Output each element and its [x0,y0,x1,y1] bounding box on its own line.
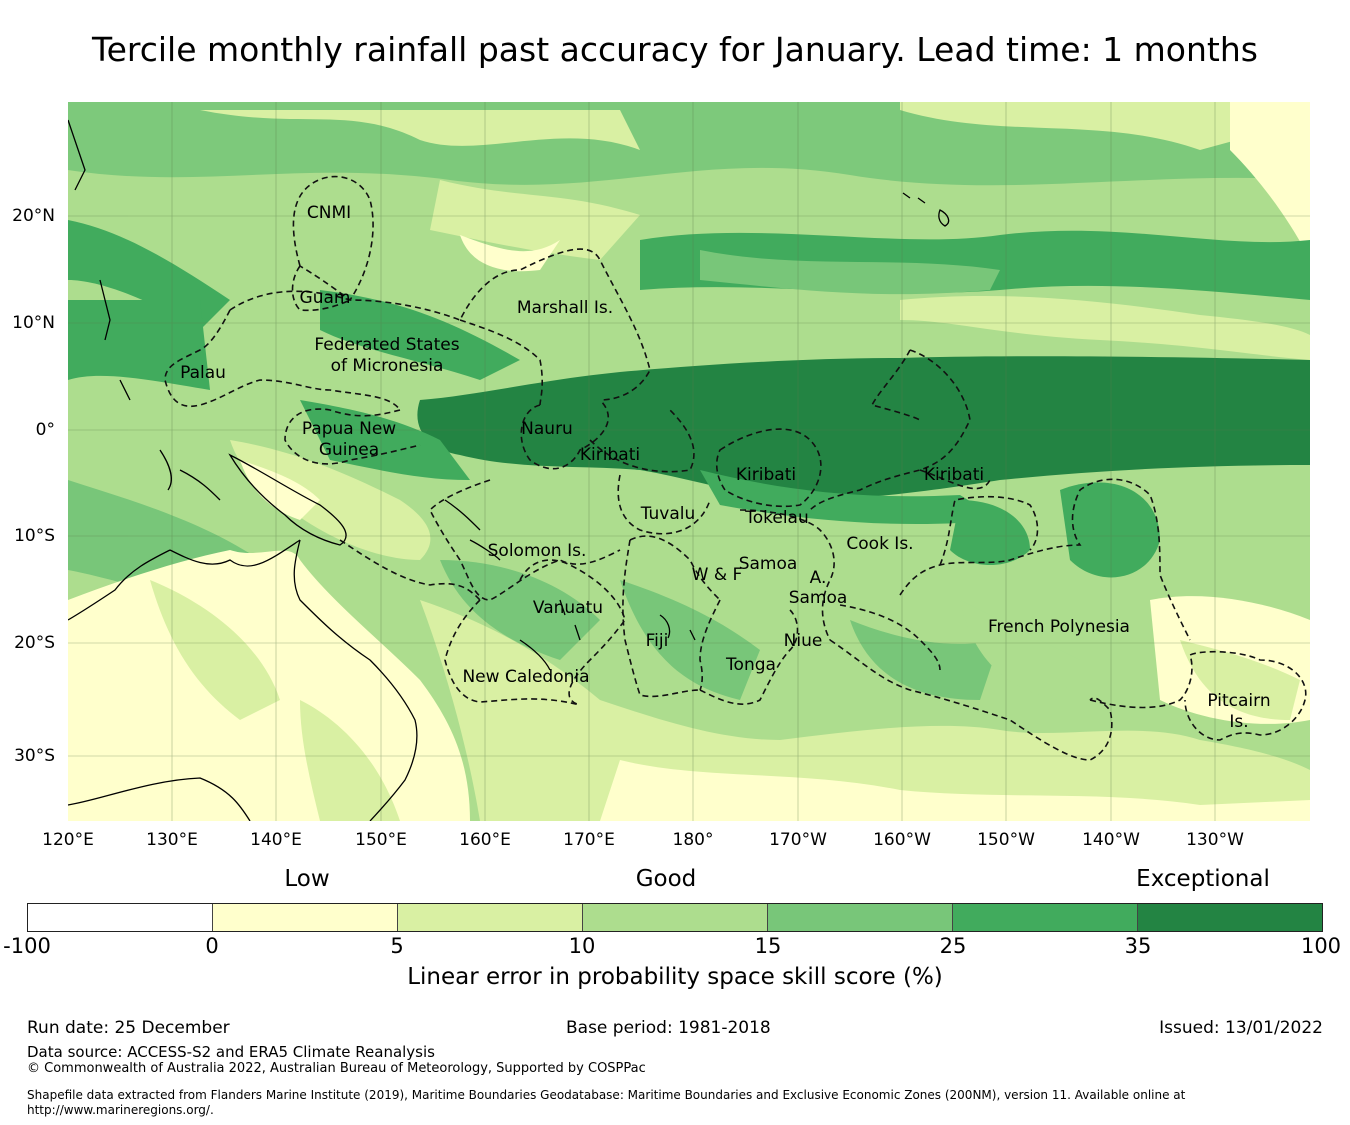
colorbar-tick: 15 [754,934,782,958]
category-exceptional: Exceptional [1136,866,1270,892]
lat-label: 0° [35,420,55,440]
base-period: Base period: 1981-2018 [566,1018,771,1038]
label-vanuatu: Vanuatu [533,598,603,618]
label-fiji: Fiji [646,631,669,651]
issued-date: Issued: 13/01/2022 [1159,1018,1323,1038]
lon-label: 120°E [42,830,94,850]
lon-label: 130°W [1186,830,1244,850]
lon-label: 130°E [146,830,198,850]
label-png-line1: Papua New [302,419,396,439]
copyright: © Commonwealth of Australia 2022, Austra… [27,1061,646,1076]
run-date: Run date: 25 December [27,1018,230,1038]
label-png-line2: Guinea [319,440,379,460]
graticule [68,102,1310,821]
colorbar-tick: 10 [568,934,596,958]
label-tonga: Tonga [725,655,776,675]
label-guam: Guam [300,288,351,308]
skill-field [68,102,1310,821]
label-nauru: Nauru [521,419,573,439]
label-marshall-islands: Marshall Is. [517,298,613,318]
label-fsm-line1: Federated States [314,335,459,355]
region-labels: CNMI Guam Marshall Is. Federated States … [180,203,1271,732]
label-pitcairn-line2: Is. [1229,712,1248,732]
lon-label: 140°W [1082,830,1140,850]
colorbar-segment [768,904,953,931]
lon-label: 170°W [769,830,827,850]
colorbar-tick: 0 [205,934,219,958]
lat-label: 20°S [14,633,55,653]
label-cnmi: CNMI [307,203,351,223]
label-palau: Palau [180,363,226,383]
colorbar-segment [583,904,768,931]
colorbar-segment [213,904,398,931]
map-svg: CNMI Guam Marshall Is. Federated States … [68,102,1310,821]
coastlines [68,119,950,821]
label-tokelau: Tokelau [744,508,809,528]
label-wallis-futuna: W & F [692,565,743,585]
label-tuvalu: Tuvalu [640,504,696,524]
colorbar-tick: -100 [3,934,51,958]
label-niue: Niue [784,631,823,651]
colorbar-segment [1138,904,1322,931]
label-american-samoa-line2: Samoa [789,588,848,608]
lon-label: 170°E [563,830,615,850]
lat-label: 10°N [12,313,55,333]
category-good: Good [635,866,697,892]
lon-label: 160°W [873,830,931,850]
label-fsm-line2: of Micronesia [331,356,444,376]
label-cook-islands: Cook Is. [846,534,913,554]
lon-label: 180° [672,830,714,850]
colorbar-tick: 35 [1124,934,1152,958]
colorbar-segment [398,904,583,931]
label-kiribati-west: Kiribati [580,445,640,465]
label-solomon-islands: Solomon Is. [488,541,587,561]
data-source: Data source: ACCESS-S2 and ERA5 Climate … [27,1043,435,1061]
lon-label: 150°W [977,830,1035,850]
label-pitcairn-line1: Pitcairn [1207,691,1270,711]
lon-label: 160°E [459,830,511,850]
colorbar-segment [28,904,213,931]
colorbar-tick: 25 [939,934,967,958]
label-kiribati-east: Kiribati [924,465,984,485]
label-american-samoa-line1: A. [810,568,827,588]
colorbar-tick: 5 [390,934,404,958]
lat-label: 20°N [12,206,55,226]
label-kiribati-central: Kiribati [736,465,796,485]
label-french-polynesia: French Polynesia [988,617,1130,637]
lon-label: 150°E [355,830,407,850]
label-new-caledonia: New Caledonia [462,667,589,687]
label-samoa: Samoa [739,554,798,574]
lat-label: 30°S [14,746,55,766]
colorbar-tick: 100 [1300,934,1342,958]
colorbar-segment [953,904,1138,931]
skill-map: CNMI Guam Marshall Is. Federated States … [12,102,1310,850]
lat-label: 10°S [14,526,55,546]
chart-title: Tercile monthly rainfall past accuracy f… [92,30,1258,69]
shapefile-note: Shapefile data extracted from Flanders M… [27,1088,1186,1117]
lon-label: 140°E [250,830,302,850]
colorbar-label: Linear error in probability space skill … [407,964,943,990]
colorbar [27,903,1323,932]
eez-boundaries [164,175,1307,761]
category-low: Low [284,866,330,892]
